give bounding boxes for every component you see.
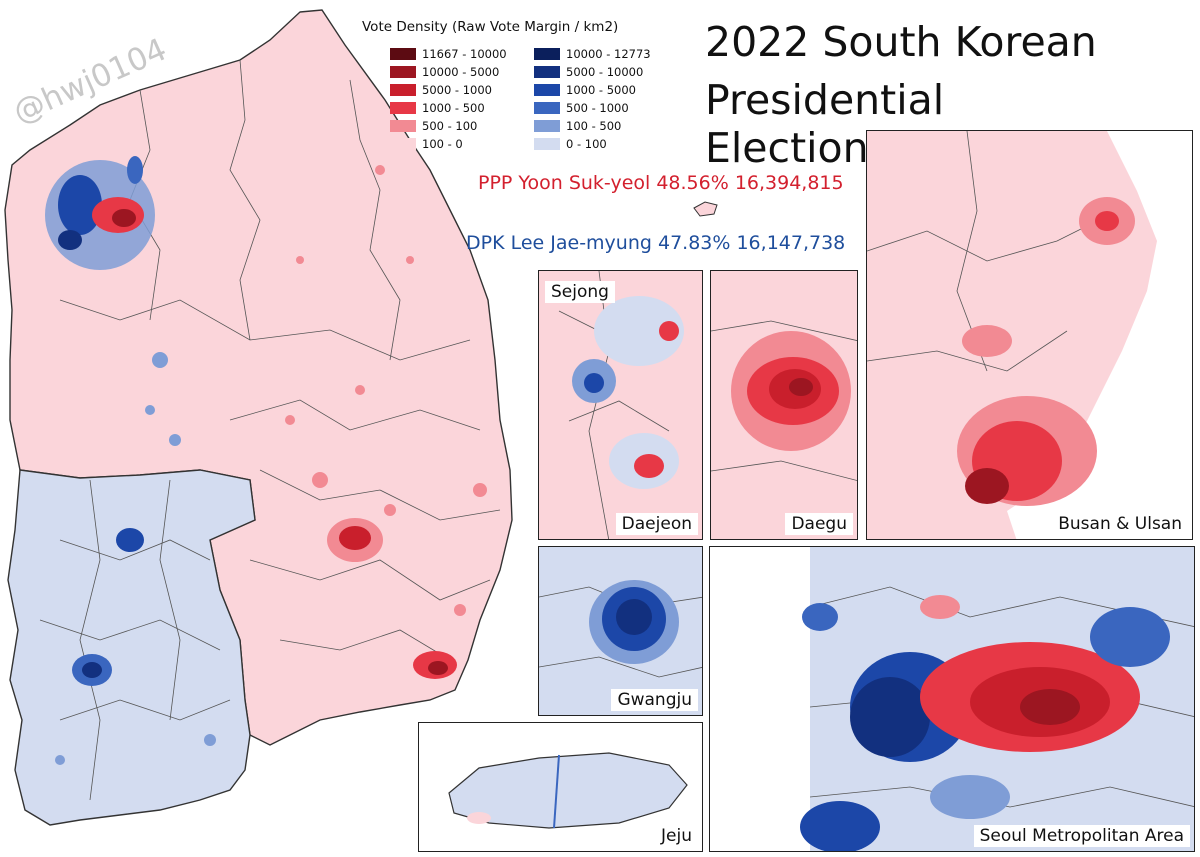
land-blue-region [7,469,256,826]
legend-item-blue-1: 10000 - 12773 [534,46,651,62]
inset-label-busan: Busan & Ulsan [1052,513,1188,535]
legend-swatch [534,66,560,78]
ulleungdo-island [693,201,718,217]
legend-label: 5000 - 10000 [566,65,644,79]
inset-daegu: Daegu [710,270,858,540]
red-spots [285,165,487,616]
legend-label: 10000 - 12773 [566,47,651,61]
legend-swatch [534,120,560,132]
jeju-map [448,752,688,829]
title-line-2: Presidential Election [705,76,945,172]
seoul-map [710,547,1194,851]
candidate-dpk: DPK Lee Jae-myung 47.83% 16,147,738 [466,232,846,254]
legend-swatch [534,84,560,96]
legend-swatch [390,138,416,150]
legend-item-blue-6: 0 - 100 [534,136,607,152]
legend-label: 100 - 0 [422,137,463,151]
inset-jeju: Jeju [418,722,703,852]
gwangju-cluster [72,528,144,686]
legend-label: 11667 - 10000 [422,47,507,61]
inset-seoul: Seoul Metropolitan Area [709,546,1195,852]
blue-spots [55,352,216,765]
legend-swatch [390,48,416,60]
legend-item-blue-2: 5000 - 10000 [534,64,643,80]
legend-item-blue-3: 1000 - 5000 [534,82,636,98]
legend-label: 0 - 100 [566,137,607,151]
inset-label-daejeon: Daejeon [615,513,698,535]
legend-swatch [390,120,416,132]
legend-item-red-3: 5000 - 1000 [390,82,492,98]
legend-label: 5000 - 1000 [422,83,492,97]
inset-gwangju: Gwangju [538,546,703,716]
legend-title: Vote Density (Raw Vote Margin / km2) [362,19,619,35]
legend-label: 500 - 100 [422,119,478,133]
legend-label: 10000 - 5000 [422,65,500,79]
legend-swatch [390,84,416,96]
inset-label-sejong: Sejong [545,281,615,303]
inset-label-seoul: Seoul Metropolitan Area [973,825,1190,847]
busan-map [867,131,1192,539]
legend-label: 1000 - 500 [422,101,485,115]
candidate-ppp: PPP Yoon Suk-yeol 48.56% 16,394,815 [478,172,844,194]
legend-swatch [390,66,416,78]
legend-label: 1000 - 5000 [566,83,636,97]
capital-region-cluster [45,156,155,270]
daegu-cluster [327,518,383,562]
south-korea-main-map [4,9,513,826]
legend-item-blue-4: 500 - 1000 [534,100,629,116]
legend-label: 500 - 1000 [566,101,629,115]
sejong-daejeon-map [558,271,684,539]
inset-sejong-daejeon: Sejong Daejeon [538,270,703,540]
gwangju-map [539,580,702,678]
legend-swatch [390,102,416,114]
legend-item-red-2: 10000 - 5000 [390,64,499,80]
legend-item-red-5: 500 - 100 [390,118,477,134]
legend-swatch [534,138,560,150]
legend-item-red-6: 100 - 0 [390,136,463,152]
legend-item-red-1: 11667 - 10000 [390,46,507,62]
district-boundaries [39,59,501,801]
inset-label-gwangju: Gwangju [611,689,698,711]
daegu-map [711,320,857,481]
inset-label-daegu: Daegu [785,513,853,535]
inset-busan-ulsan: Busan & Ulsan [866,130,1193,540]
legend-label: 100 - 500 [566,119,622,133]
legend-swatch [534,102,560,114]
legend-item-blue-5: 100 - 500 [534,118,621,134]
inset-label-jeju: Jeju [655,825,698,847]
legend-swatch [534,48,560,60]
title-line-1: 2022 South Korean [705,18,1097,66]
legend-item-red-4: 1000 - 500 [390,100,485,116]
busan-cluster [413,651,457,679]
